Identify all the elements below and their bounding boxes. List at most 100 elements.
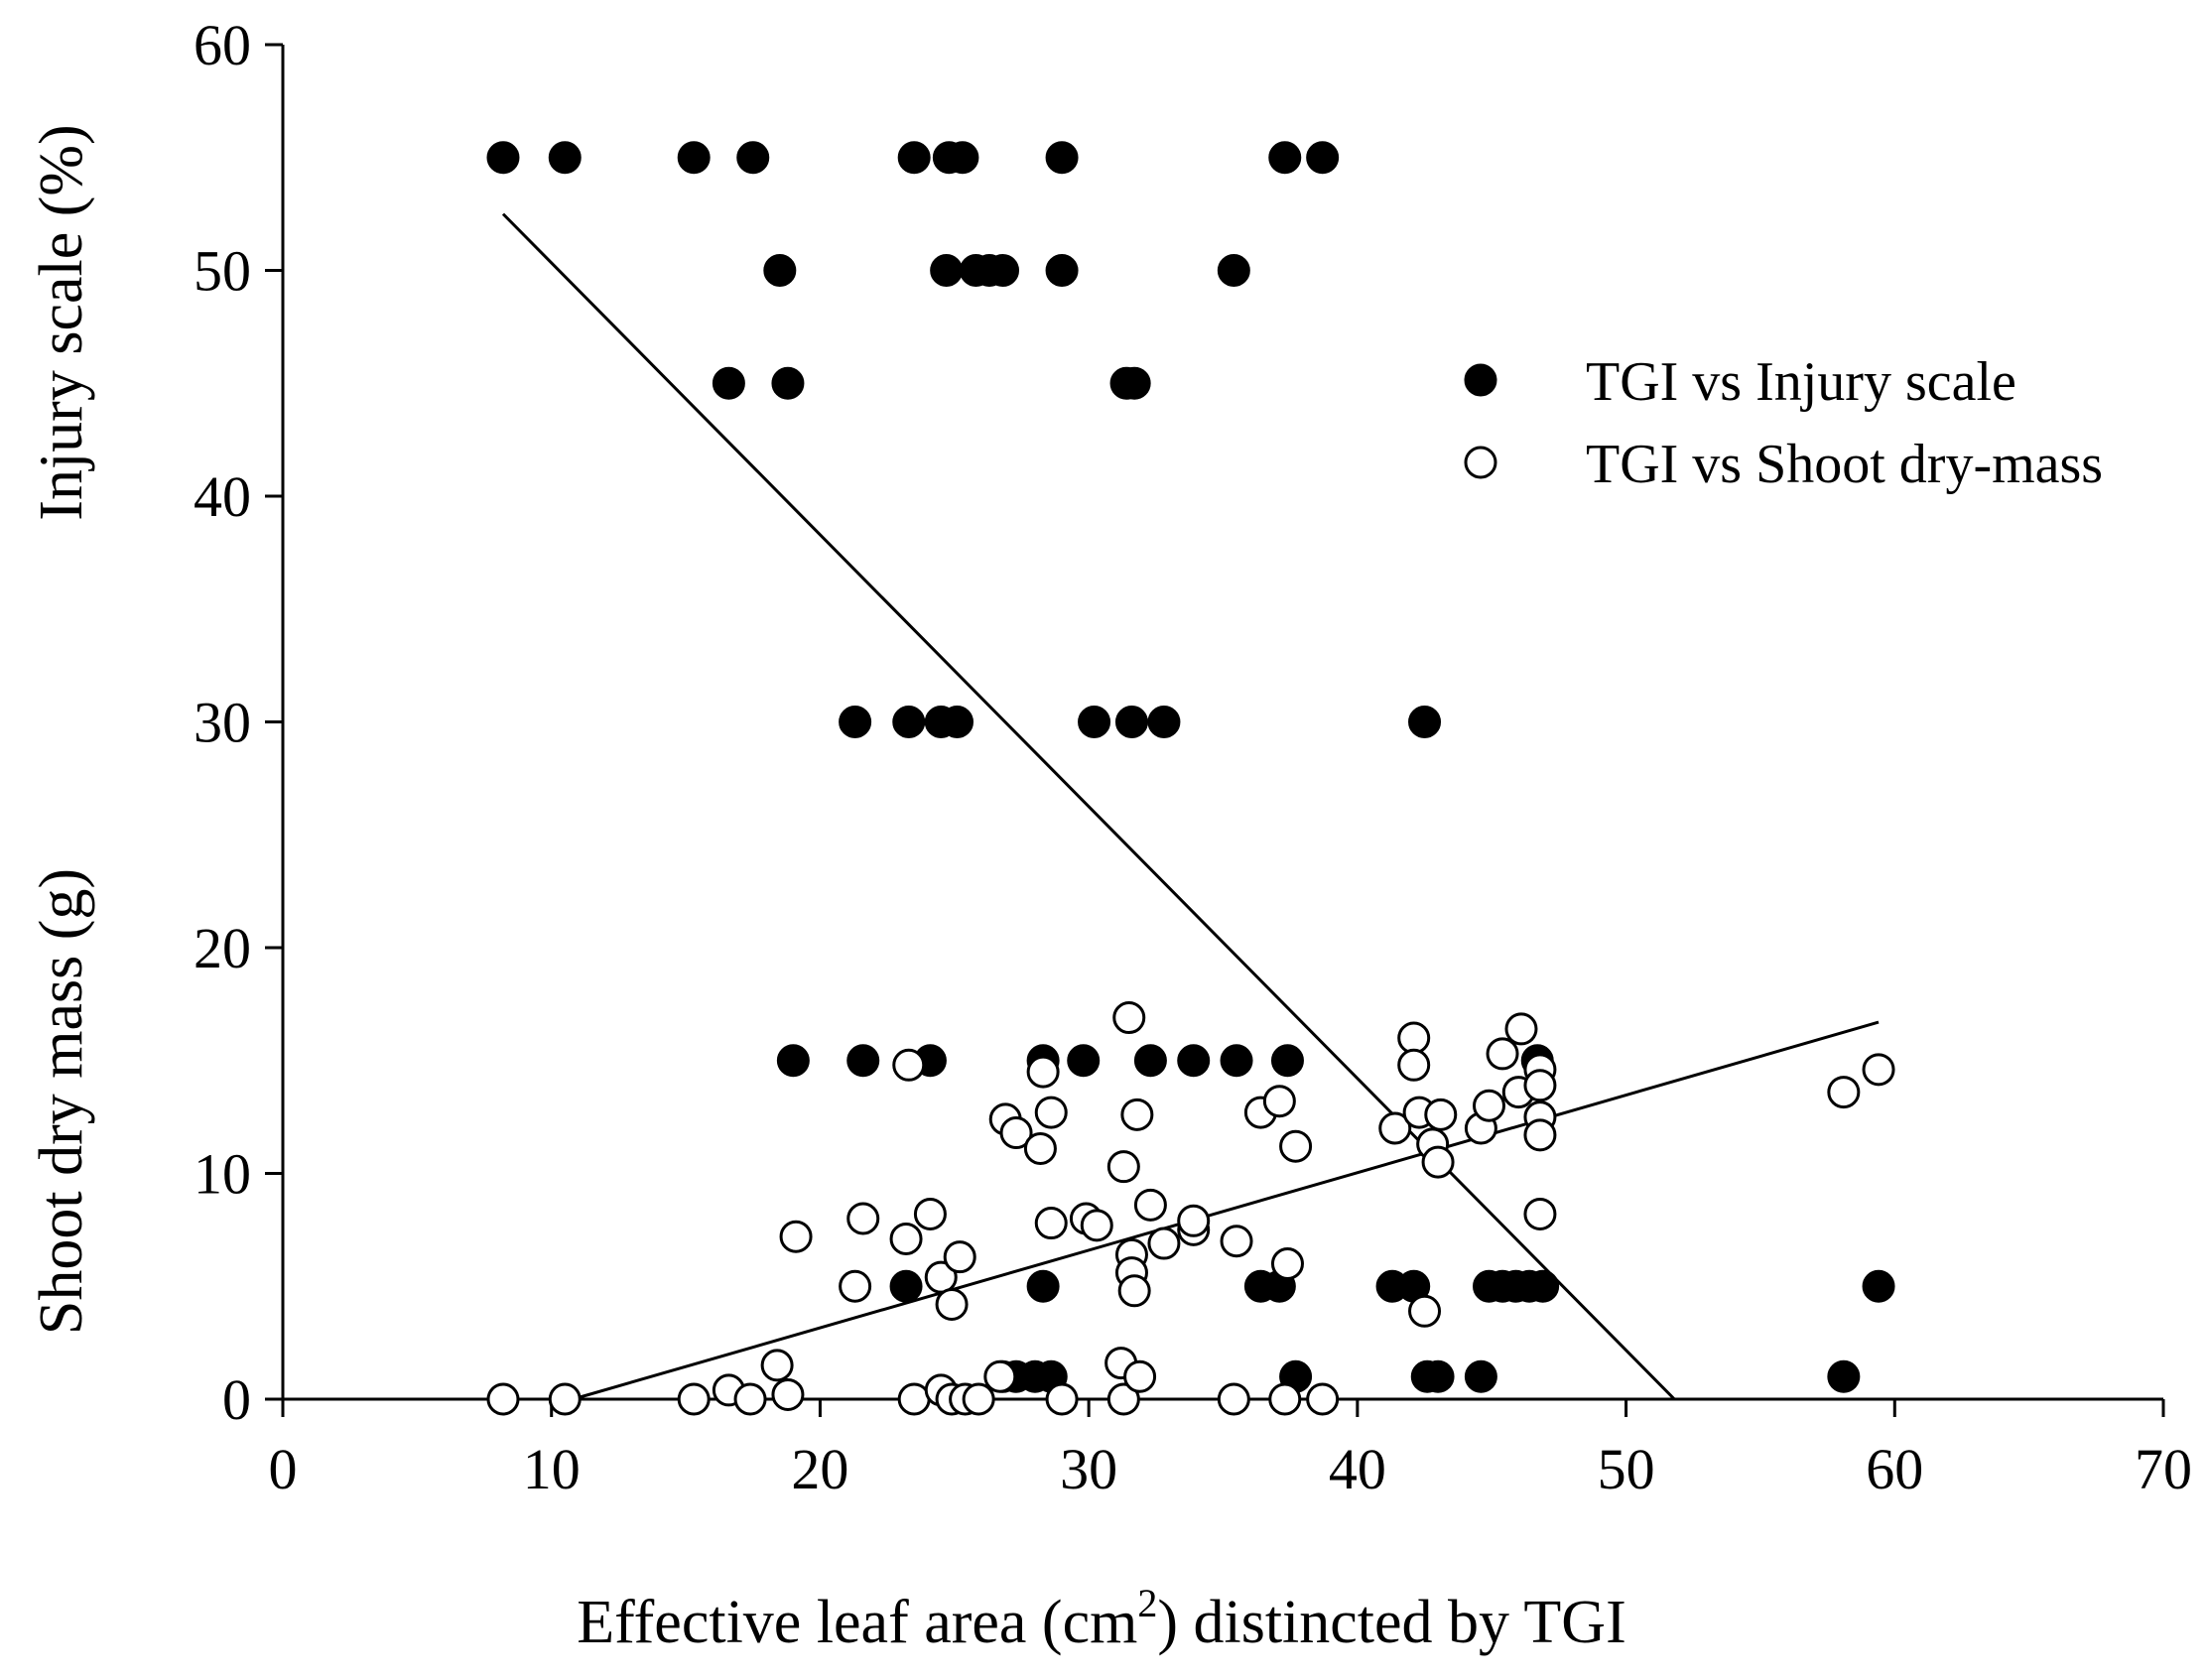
shoot-mass-point [1080,1209,1113,1242]
injury-point [986,254,1020,287]
x-axis-title-superscript: 2 [1137,1581,1157,1625]
injury-point [736,141,770,175]
legend-marker-shoot [1464,446,1497,479]
injury-point [839,706,872,738]
x-tick-label: 0 [269,1437,298,1501]
shoot-mass-point [889,1222,923,1255]
regression-lines [501,212,1880,1401]
shoot-mass-point [733,1382,767,1416]
injury-point [548,141,582,175]
injury-point [846,1044,880,1078]
shoot-mass-point [962,1382,995,1416]
injury-point [712,366,745,400]
injury-point [1220,1044,1253,1078]
injury-point [1306,141,1340,175]
shoot-mass-point [1504,1012,1538,1046]
series-injury-scale [486,141,1895,1393]
shoot-mass-point [1421,1145,1455,1179]
x-axis-title: Effective leaf area (cm2) distincted by … [577,1581,1625,1656]
shoot-mass-point [1270,1247,1304,1280]
shoot-mass-point [1424,1098,1458,1131]
x-tick-label: 70 [2135,1437,2192,1501]
injury-point [1408,706,1442,738]
injury-point [1217,254,1250,287]
y-tick-label: 40 [194,464,251,529]
shoot-mass-point [1378,1111,1412,1145]
shoot-mass-point [1862,1053,1895,1087]
y-axis-title-shoot: Shoot dry mass (g) [28,868,95,1335]
injury-point [1827,1359,1861,1393]
shoot-mass-point [1106,1382,1140,1416]
y-tick-label: 20 [194,916,251,980]
shoot-mass-point [771,1377,805,1411]
injury-point [677,141,711,175]
x-tick-label: 20 [791,1437,848,1501]
injury-point [771,366,805,400]
shoot-mass-point [1268,1382,1302,1416]
injury-point [940,706,974,738]
injury-point [892,706,926,738]
injury-point [1862,1269,1895,1303]
shoot-mass-point [548,1382,582,1416]
shoot-mass-point [1026,1055,1060,1089]
series-shoot-dry-mass [486,1001,1895,1416]
data-points [486,141,1895,1416]
injury-fit-line [501,212,1676,1401]
injury-point [776,1044,810,1078]
x-tick-label: 30 [1060,1437,1117,1501]
shoot-mass-point [839,1269,872,1303]
shoot-mass-point [1112,1001,1146,1035]
shoot-mass-point [677,1382,711,1416]
injury-point [1464,1359,1497,1393]
shoot-mass-point [1473,1089,1506,1122]
x-tick-label: 10 [523,1437,581,1501]
shoot-mass-point [1034,1207,1068,1240]
axes [281,45,2163,1401]
injury-point [930,254,964,287]
injury-point [1268,141,1302,175]
shoot-mass-point [1523,1118,1557,1152]
shoot-mass-point [1397,1048,1431,1082]
injury-point [1045,141,1079,175]
legend-label-shoot: TGI vs Shoot dry-mass [1586,434,2103,495]
y-tick-label: 10 [194,1142,251,1207]
shoot-mass-point [1217,1382,1250,1416]
injury-point [897,141,931,175]
shoot-mass-point [760,1349,794,1382]
shoot-fit-line [572,1020,1880,1401]
injury-point [1078,706,1111,738]
shoot-mass-point [1408,1294,1442,1328]
y-tick-label: 30 [194,691,251,755]
shoot-mass-point [1279,1129,1313,1163]
y-axis-title-injury: Injury scale (%) [28,124,95,520]
x-tick-label: 60 [1866,1437,1923,1501]
shoot-mass-point [1220,1225,1253,1258]
x-tick-label: 50 [1598,1437,1655,1501]
shoot-mass-point [486,1382,520,1416]
injury-point [1067,1044,1101,1078]
shoot-mass-point [1523,1197,1557,1230]
shoot-mass-point [1106,1150,1140,1184]
y-tick-label: 60 [194,13,251,77]
legend-label-injury: TGI vs Injury scale [1586,351,2016,413]
injury-point [889,1269,923,1303]
injury-point [1117,366,1151,400]
shoot-mass-point [779,1220,813,1253]
shoot-mass-point [913,1197,947,1230]
shoot-mass-point [1045,1382,1079,1416]
shoot-mass-point [897,1382,931,1416]
shoot-mass-point [1486,1037,1519,1071]
legend: TGI vs Injury scale TGI vs Shoot dry-mas… [1464,351,2103,495]
shoot-mass-point [1306,1382,1340,1416]
shoot-mass-point [1023,1131,1057,1165]
shoot-mass-point [1120,1098,1154,1131]
shoot-mass-point [1523,1069,1557,1102]
y-tick-label: 50 [194,239,251,304]
injury-point [1147,706,1181,738]
x-axis-title-main: Effective leaf area (cm [577,1589,1137,1656]
axis-ticks: 0 10 20 30 40 50 60 70 0 10 20 30 40 50 60 [194,13,2192,1501]
shoot-mass-point [892,1048,926,1082]
injury-point [1270,1044,1304,1078]
injury-point [763,254,797,287]
